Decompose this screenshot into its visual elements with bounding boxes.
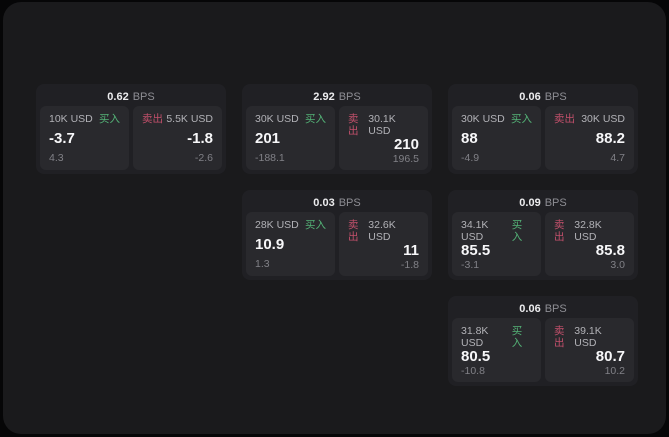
quote-card-2: 2.92 BPS 30K USD 买入 201 -188.1 卖出 30.1K … [242,84,432,174]
sell-quote-tile[interactable]: 卖出 30K USD 88.2 4.7 [545,106,634,170]
sell-side-label: 卖出 [554,325,565,349]
buy-quote-tile[interactable]: 31.8K USD 买入 80.5 -10.8 [452,318,541,382]
buy-price: 201 [255,129,281,147]
buy-side-label: 买入 [511,325,523,349]
sell-amount: 30.1K USD [368,113,396,137]
quote-card-1: 0.62 BPS 10K USD 买入 -3.7 4.3 卖出 5.5K USD… [36,84,226,174]
buy-price: 10.9 [255,235,285,253]
spread-unit-label: BPS [338,91,361,103]
sell-delta: 3.0 [610,259,625,271]
quote-panels: 10K USD 买入 -3.7 4.3 卖出 5.5K USD -1.8 -2.… [40,106,222,170]
sell-amount: 39.1K USD [574,325,602,349]
spread-header: 0.62 BPS [40,88,222,106]
buy-quote-tile[interactable]: 10K USD 买入 -3.7 4.3 [40,106,129,170]
sell-side-label: 卖出 [348,219,359,243]
buy-delta: -188.1 [255,152,285,164]
buy-delta: 1.3 [255,258,270,270]
buy-delta: -10.8 [461,365,485,377]
spread-header: 0.06 BPS [452,88,634,106]
buy-quote-tile[interactable]: 30K USD 买入 201 -188.1 [246,106,335,170]
sell-price: -1.8 [187,129,213,147]
buy-price: -3.7 [49,129,75,147]
sell-amount: 32.8K USD [574,219,602,243]
sell-price: 11 [403,242,419,259]
spread-value: 0.62 [107,91,129,103]
sell-amount: 5.5K USD [166,113,213,125]
buy-amount: 31.8K USD [461,325,489,349]
sell-side-label: 卖出 [348,113,359,137]
spread-header: 0.06 BPS [452,300,634,318]
buy-amount: 30K USD [255,113,299,125]
buy-quote-tile[interactable]: 30K USD 买入 88 -4.9 [452,106,541,170]
sell-side-label: 卖出 [554,113,575,125]
quote-panels: 30K USD 买入 88 -4.9 卖出 30K USD 88.2 4.7 [452,106,634,170]
buy-price: 80.5 [461,348,491,365]
sell-quote-tile[interactable]: 卖出 39.1K USD 80.7 10.2 [545,318,634,382]
buy-amount: 30K USD [461,113,505,125]
sell-delta: -2.6 [194,152,213,164]
sell-quote-tile[interactable]: 卖出 32.6K USD 11 -1.8 [339,212,428,276]
quote-panels: 34.1K USD 买入 85.5 -3.1 卖出 32.8K USD 85.8… [452,212,634,276]
spread-value: 0.06 [519,303,541,315]
buy-delta: -3.1 [461,259,480,271]
buy-quote-tile[interactable]: 34.1K USD 买入 85.5 -3.1 [452,212,541,276]
quote-panels: 28K USD 买入 10.9 1.3 卖出 32.6K USD 11 -1.8 [246,212,428,276]
buy-side-label: 买入 [511,113,532,125]
sell-delta: 4.7 [610,152,625,164]
quote-card-4: 0.03 BPS 28K USD 买入 10.9 1.3 卖出 32.6K US… [242,190,432,280]
sell-amount: 32.6K USD [368,219,396,243]
quote-card-6: 0.06 BPS 31.8K USD 买入 80.5 -10.8 卖出 39.1… [448,296,638,386]
buy-side-label: 买入 [511,219,523,243]
sell-delta: 196.5 [392,153,419,165]
buy-price: 88 [461,129,478,147]
sell-price: 88.2 [595,129,625,147]
sell-side-label: 卖出 [142,113,163,125]
spread-value: 2.92 [313,91,335,103]
spread-unit-label: BPS [132,91,155,103]
buy-side-label: 买入 [305,113,326,125]
buy-quote-tile[interactable]: 28K USD 买入 10.9 1.3 [246,212,335,276]
buy-amount: 34.1K USD [461,219,489,243]
spread-header: 0.03 BPS [246,194,428,212]
buy-delta: 4.3 [49,152,64,164]
spread-unit-label: BPS [544,91,567,103]
spread-unit-label: BPS [338,197,361,209]
spread-value: 0.09 [519,197,541,209]
buy-amount: 28K USD [255,219,299,231]
sell-price: 80.7 [595,348,625,365]
buy-price: 85.5 [461,242,491,259]
quote-card-5: 0.09 BPS 34.1K USD 买入 85.5 -3.1 卖出 32.8K… [448,190,638,280]
sell-quote-tile[interactable]: 卖出 5.5K USD -1.8 -2.6 [133,106,222,170]
quote-panels: 31.8K USD 买入 80.5 -10.8 卖出 39.1K USD 80.… [452,318,634,382]
sell-quote-tile[interactable]: 卖出 30.1K USD 210 196.5 [339,106,428,170]
spread-header: 0.09 BPS [452,194,634,212]
quote-panels: 30K USD 买入 201 -188.1 卖出 30.1K USD 210 1… [246,106,428,170]
buy-side-label: 买入 [99,113,120,125]
sell-price: 210 [393,136,419,153]
sell-price: 85.8 [595,242,625,259]
sell-amount: 30K USD [581,113,625,125]
sell-delta: 10.2 [604,365,625,377]
buy-side-label: 买入 [305,219,326,231]
sell-delta: -1.8 [400,259,419,271]
buy-delta: -4.9 [461,152,480,164]
sell-quote-tile[interactable]: 卖出 32.8K USD 85.8 3.0 [545,212,634,276]
buy-amount: 10K USD [49,113,93,125]
sell-side-label: 卖出 [554,219,565,243]
spread-unit-label: BPS [544,197,567,209]
spread-value: 0.06 [519,91,541,103]
spread-header: 2.92 BPS [246,88,428,106]
spread-value: 0.03 [313,197,335,209]
spread-unit-label: BPS [544,303,567,315]
quote-card-3: 0.06 BPS 30K USD 买入 88 -4.9 卖出 30K USD 8… [448,84,638,174]
